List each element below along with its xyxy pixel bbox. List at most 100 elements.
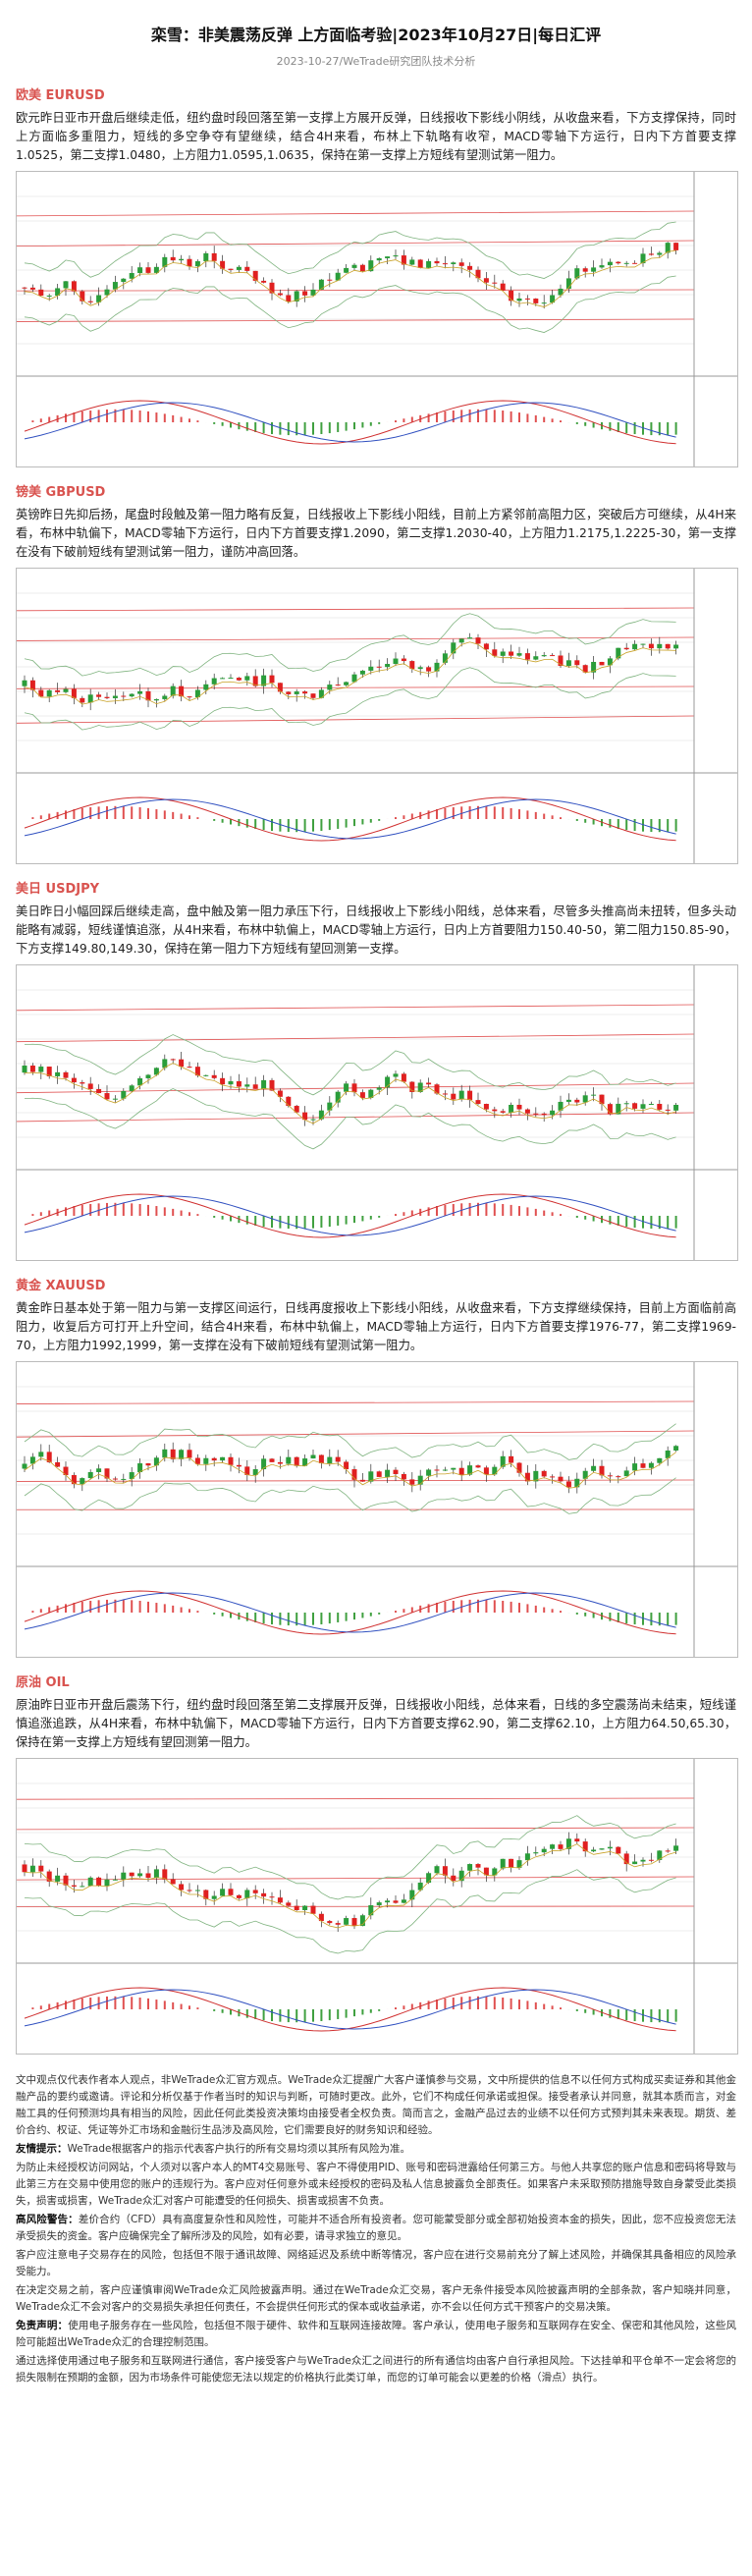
candle xyxy=(533,656,539,660)
candle xyxy=(632,262,638,264)
candle xyxy=(632,643,638,650)
candle xyxy=(516,298,522,301)
candle xyxy=(220,1889,226,1896)
candle xyxy=(565,1838,571,1849)
band xyxy=(24,275,676,333)
candle xyxy=(145,267,151,273)
candle xyxy=(591,661,597,673)
candle xyxy=(648,1104,654,1106)
candle xyxy=(475,637,481,644)
candle xyxy=(550,655,556,657)
candle xyxy=(137,690,143,694)
candle xyxy=(153,698,159,701)
candle xyxy=(269,282,275,294)
candle xyxy=(269,1079,275,1091)
section-heading: 镑美 GBPUSD xyxy=(16,485,106,500)
band xyxy=(24,1034,676,1096)
candle xyxy=(179,1450,185,1459)
candle xyxy=(607,1846,613,1849)
candle xyxy=(96,1877,102,1887)
candle xyxy=(533,1852,539,1854)
candle xyxy=(665,643,671,649)
candle xyxy=(368,1089,374,1098)
candle xyxy=(475,1864,481,1868)
candle xyxy=(616,647,621,659)
candle xyxy=(574,660,580,666)
candle xyxy=(442,1093,448,1095)
macd-line xyxy=(24,400,676,445)
candle xyxy=(294,691,299,694)
candle xyxy=(401,1073,406,1082)
level-line xyxy=(17,636,695,641)
candle xyxy=(458,262,464,266)
disclaimer: 文中观点仅代表作者本人观点，非WeTrade众汇官方观点。WeTrade众汇提醒… xyxy=(16,2072,736,2386)
candle xyxy=(22,287,27,289)
candle xyxy=(541,302,547,304)
band xyxy=(24,613,676,677)
candle xyxy=(46,689,52,697)
candle xyxy=(179,685,185,697)
candle xyxy=(665,1850,671,1852)
band xyxy=(24,1423,676,1460)
candle xyxy=(104,289,110,296)
candle xyxy=(46,1871,52,1882)
level-line xyxy=(17,1479,695,1482)
candle xyxy=(467,265,473,270)
candle xyxy=(170,1879,176,1885)
level-line xyxy=(17,1112,695,1123)
candle xyxy=(203,1074,209,1076)
candle xyxy=(492,1466,498,1475)
candle xyxy=(55,1461,61,1467)
candle xyxy=(38,1452,44,1457)
candle xyxy=(558,1476,564,1482)
candle xyxy=(318,689,324,698)
candle xyxy=(550,1844,556,1849)
candle xyxy=(228,678,234,680)
candle xyxy=(409,661,415,670)
candle xyxy=(558,655,564,667)
candle xyxy=(417,1082,423,1092)
candle xyxy=(318,279,324,290)
candle xyxy=(599,265,605,268)
candle xyxy=(665,1109,671,1111)
disclaimer-paragraph: 为防止未经授权访问网站，个人须对以客户本人的MT4交易账号、客户不得使用PID、… xyxy=(16,2160,736,2210)
candle xyxy=(170,1059,176,1061)
candle xyxy=(63,1071,69,1078)
candle xyxy=(310,1119,316,1121)
candle xyxy=(582,1095,588,1103)
candle xyxy=(434,260,440,264)
candle xyxy=(359,1915,365,1927)
candle xyxy=(359,1479,365,1482)
candle xyxy=(344,267,349,273)
candle xyxy=(71,281,77,292)
candle xyxy=(442,1866,448,1876)
candle xyxy=(80,291,85,301)
candle xyxy=(153,1869,159,1879)
candle xyxy=(87,1877,93,1887)
band xyxy=(24,1063,676,1124)
candle xyxy=(385,256,391,259)
candle xyxy=(63,1875,69,1886)
band xyxy=(24,667,676,731)
candle xyxy=(640,1104,646,1109)
candle xyxy=(244,1084,250,1087)
candle xyxy=(574,1838,580,1842)
candle xyxy=(137,1463,143,1473)
disclaimer-text: 差价合约（CFD）具有高度复杂性和风险性，可能并不适合所有投资者。您可能蒙受部分… xyxy=(16,2214,736,2242)
candle xyxy=(211,678,217,685)
candle xyxy=(565,1099,571,1102)
candle xyxy=(648,643,654,649)
candle xyxy=(55,689,61,692)
candle xyxy=(87,1083,93,1089)
candle xyxy=(244,676,250,681)
document: 栾雪：非美震荡反弹 上方面临考验|2023年10月27日|每日汇评 2023-1… xyxy=(16,26,738,2386)
candle xyxy=(38,689,44,697)
candle xyxy=(558,288,564,296)
band xyxy=(24,1815,676,1900)
candle xyxy=(80,1886,85,1888)
candle xyxy=(211,1457,217,1461)
candle xyxy=(458,1467,464,1475)
candle xyxy=(401,1473,406,1480)
candle xyxy=(500,283,506,291)
candle xyxy=(129,693,134,697)
